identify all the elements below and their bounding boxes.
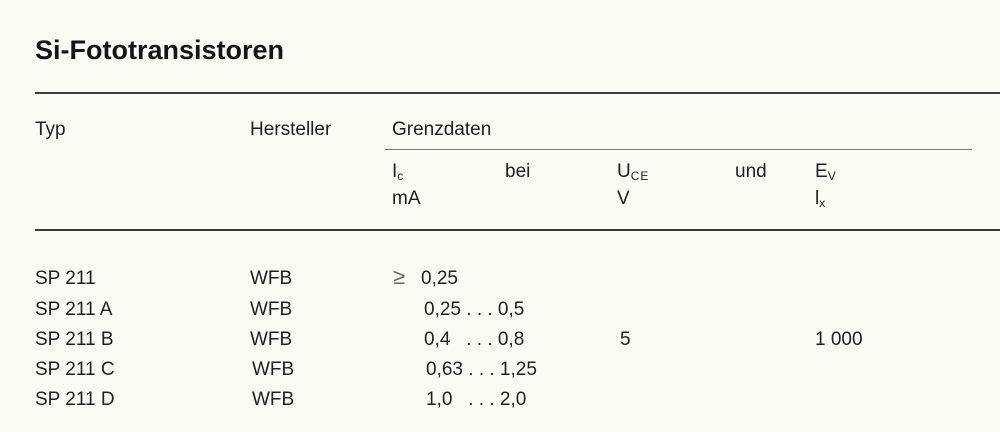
cell-typ: SP 211 — [35, 268, 96, 289]
cell-typ: SP 211 B — [35, 329, 114, 350]
greater-equal-sign: ≥ — [393, 264, 406, 289]
grenzdaten-rule — [385, 149, 972, 150]
header-ic: Ic — [392, 161, 405, 183]
top-rule — [35, 92, 1000, 94]
cell-ic: 0,25 . . . 0,5 — [424, 299, 525, 320]
header-grenzdaten: Grenzdaten — [392, 119, 492, 140]
cell-ic: 1,0 . . . 2,0 — [426, 389, 527, 410]
cell-uce: 5 — [620, 329, 631, 350]
cell-hersteller: WFB — [252, 359, 295, 380]
cell-ev: 1 000 — [815, 329, 863, 350]
cell-ic: 0,63 . . . 1,25 — [426, 359, 537, 380]
header-ic-unit: mA — [392, 188, 421, 209]
cell-hersteller: WFB — [250, 329, 293, 350]
header-uce-unit: V — [617, 188, 630, 209]
header-ev: EV — [815, 161, 837, 183]
header-bottom-rule — [35, 229, 1000, 231]
cell-typ: SP 211 A — [35, 299, 113, 320]
header-typ: Typ — [35, 119, 66, 140]
cell-ic: 0,4 . . . 0,8 — [424, 329, 525, 350]
page-title: Si-Fototransistoren — [35, 35, 285, 65]
header-uce: UCE — [617, 161, 650, 183]
header-bei: bei — [505, 161, 531, 182]
cell-hersteller: WFB — [250, 268, 293, 289]
header-hersteller: Hersteller — [250, 119, 332, 140]
cell-typ: SP 211 C — [35, 359, 115, 380]
cell-hersteller: WFB — [250, 299, 293, 320]
cell-hersteller: WFB — [252, 389, 295, 410]
header-ev-unit: lx — [815, 188, 827, 210]
cell-ic: 0,25 — [421, 268, 458, 289]
header-und: und — [735, 161, 767, 182]
cell-typ: SP 211 D — [35, 389, 115, 410]
